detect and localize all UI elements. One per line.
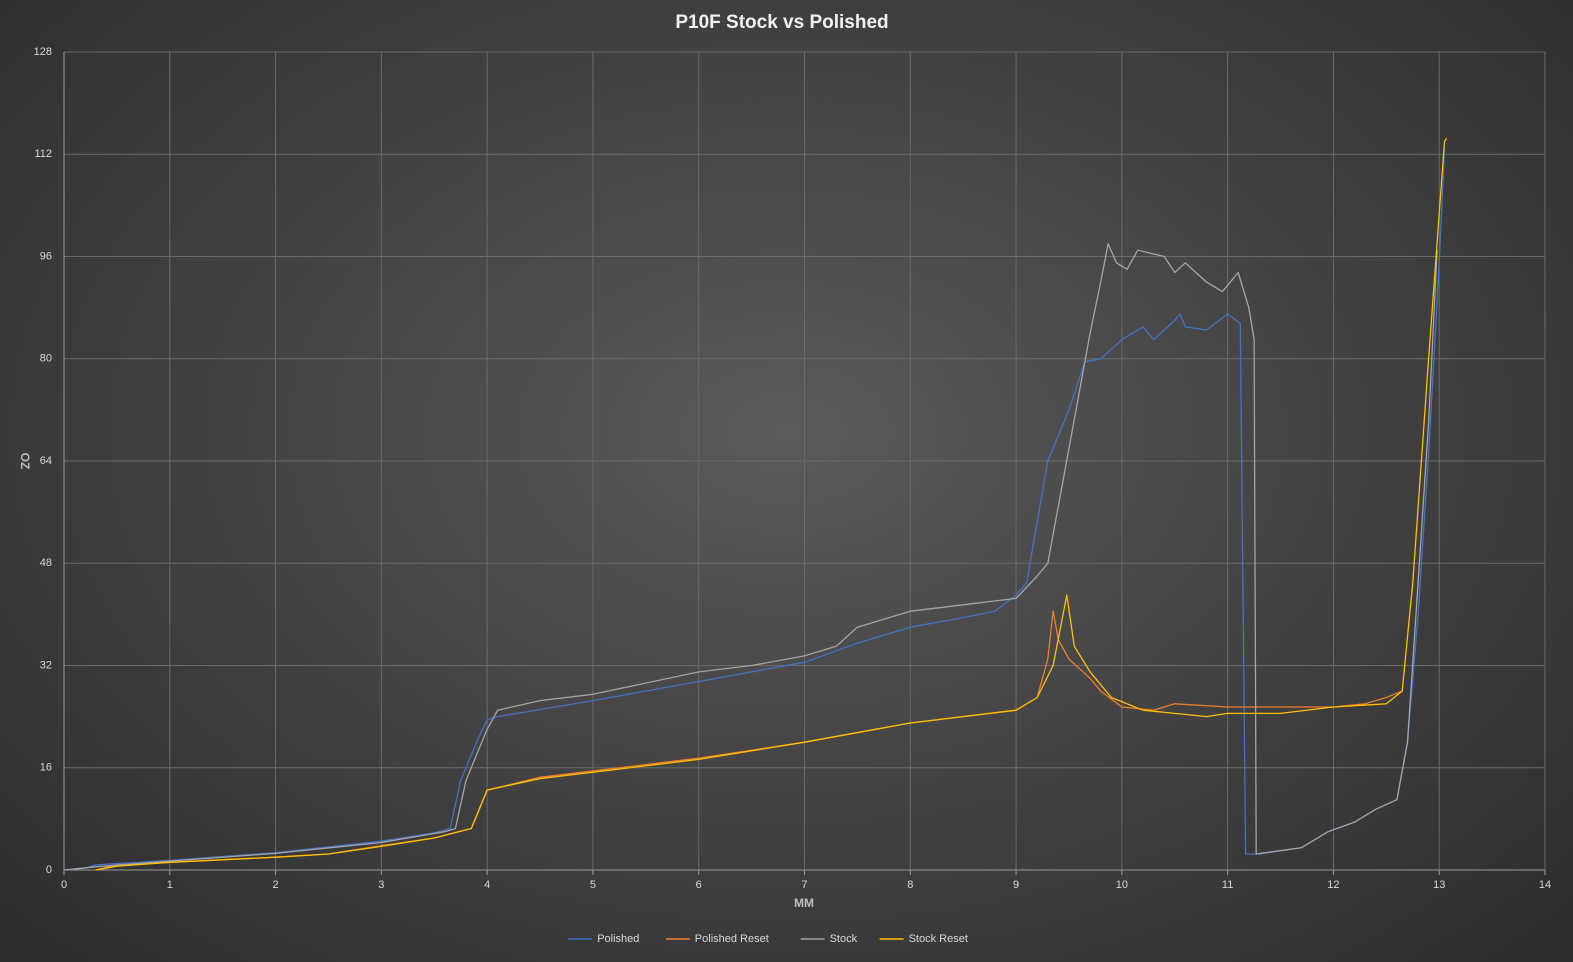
x-tick-label: 8: [907, 879, 913, 891]
x-tick-label: 2: [273, 879, 279, 891]
y-axis-title: OZ: [18, 453, 32, 470]
x-axis-title: MM: [794, 896, 814, 910]
y-tick-label: 16: [40, 762, 52, 774]
x-tick-label: 4: [484, 879, 490, 891]
x-tick-label: 6: [696, 879, 702, 891]
x-tick-label: 10: [1116, 879, 1128, 891]
y-tick-label: 32: [40, 659, 52, 671]
legend-label: Polished Reset: [695, 933, 769, 945]
y-tick-label: 96: [40, 250, 52, 262]
x-tick-label: 12: [1327, 879, 1339, 891]
y-tick-label: 0: [46, 864, 52, 876]
y-tick-label: 112: [34, 148, 52, 160]
x-tick-label: 1: [167, 879, 173, 891]
series-line: [95, 137, 1448, 871]
legend-label: Stock: [830, 933, 858, 945]
x-tick-label: 3: [378, 879, 384, 891]
y-tick-label: 48: [40, 557, 52, 569]
x-tick-label: 0: [61, 879, 67, 891]
x-tick-label: 5: [590, 879, 596, 891]
series-line: [95, 610, 1403, 871]
y-tick-label: 64: [40, 455, 52, 467]
legend-label: Stock Reset: [909, 933, 968, 945]
legend-label: Polished: [597, 933, 639, 945]
series-line: [63, 243, 1438, 871]
x-tick-label: 13: [1433, 879, 1445, 891]
y-tick-label: 80: [40, 353, 52, 365]
x-tick-label: 14: [1539, 879, 1551, 891]
x-tick-label: 7: [801, 879, 807, 891]
chart-title: P10F Stock vs Polished: [675, 12, 888, 33]
y-tick-label: 128: [34, 46, 52, 58]
x-tick-label: 9: [1013, 879, 1019, 891]
x-tick-label: 11: [1222, 879, 1233, 891]
